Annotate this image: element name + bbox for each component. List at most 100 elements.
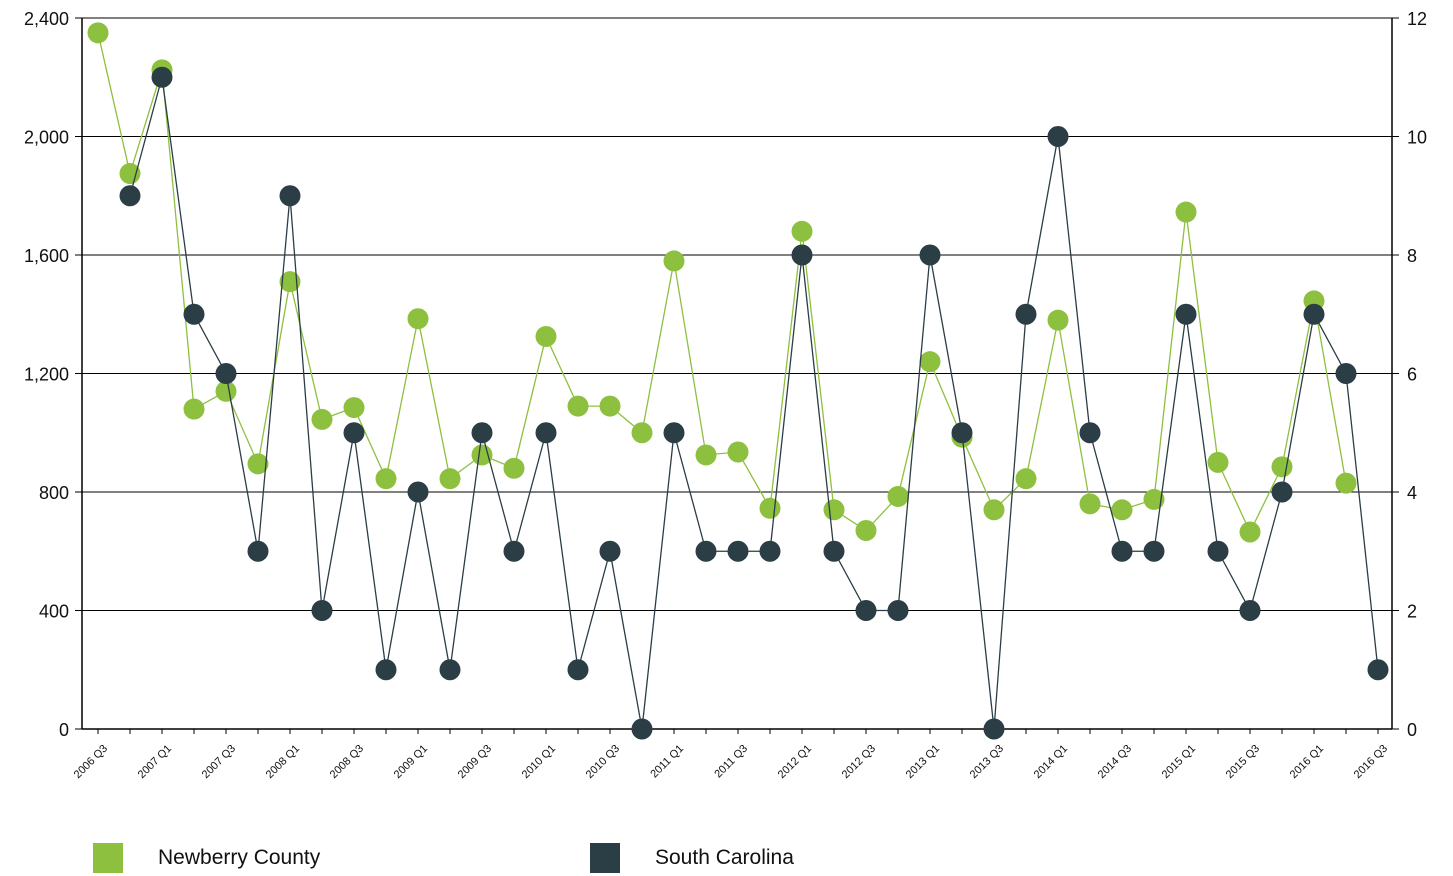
x-tick-label: 2006 Q3 <box>72 743 110 781</box>
data-point-south-carolina <box>503 540 525 562</box>
data-point-newberry-county <box>375 468 397 490</box>
data-point-newberry-county <box>823 499 845 521</box>
data-point-south-carolina <box>855 600 877 621</box>
data-point-south-carolina <box>919 244 941 266</box>
data-point-south-carolina <box>695 540 717 562</box>
x-tick-label: 2013 Q1 <box>904 743 942 781</box>
legend-label-south-carolina: South Carolina <box>655 846 794 869</box>
data-point-newberry-county <box>183 398 205 420</box>
x-tick-label: 2014 Q1 <box>1032 743 1070 781</box>
data-point-south-carolina <box>311 600 333 621</box>
data-point-newberry-county <box>1047 309 1069 331</box>
data-point-newberry-county <box>599 395 621 417</box>
left-y-tick-label: 1,200 <box>24 365 69 385</box>
data-point-newberry-county <box>215 380 237 402</box>
data-point-newberry-county <box>1207 451 1229 473</box>
left-y-tick-label: 1,600 <box>24 246 69 266</box>
data-point-south-carolina <box>1015 303 1037 325</box>
x-tick-label: 2009 Q1 <box>392 743 430 781</box>
data-point-south-carolina <box>1111 540 1133 562</box>
left-y-tick-label: 400 <box>39 602 69 622</box>
data-point-newberry-county <box>727 441 749 463</box>
data-point-south-carolina <box>663 422 685 444</box>
data-point-newberry-county <box>279 271 301 293</box>
data-point-newberry-county <box>567 395 589 417</box>
data-point-south-carolina <box>343 422 365 444</box>
legend-swatch-newberry <box>93 843 123 873</box>
data-point-south-carolina <box>823 540 845 562</box>
data-point-south-carolina <box>951 422 973 444</box>
data-point-newberry-county <box>919 351 941 373</box>
data-point-south-carolina <box>791 244 813 266</box>
data-point-south-carolina <box>1047 126 1069 147</box>
data-point-newberry-county <box>983 499 1005 521</box>
data-point-south-carolina <box>151 66 173 88</box>
x-axis-labels: 2006 Q3 2007 Q1 2007 Q3 2008 Q1 2008 Q3 2009 … <box>72 743 1390 781</box>
left-y-tick-label: 800 <box>39 483 69 503</box>
legend-item-south-carolina: South Carolina <box>590 843 794 873</box>
data-point-south-carolina <box>375 659 397 681</box>
data-point-newberry-county <box>311 408 333 430</box>
x-tick-label: 2011 Q1 <box>648 743 686 781</box>
data-point-newberry-county <box>535 325 557 347</box>
data-point-south-carolina <box>567 659 589 681</box>
data-point-south-carolina <box>471 422 493 444</box>
data-point-newberry-county <box>439 468 461 490</box>
x-tick-label: 2010 Q1 <box>520 743 558 781</box>
x-tick-label: 2015 Q1 <box>1160 743 1198 781</box>
x-tick-label: 2011 Q3 <box>712 743 750 781</box>
data-point-newberry-county <box>87 22 109 44</box>
x-tick-label: 2008 Q1 <box>264 743 302 781</box>
x-tick-label: 2015 Q3 <box>1224 743 1262 781</box>
right-y-axis-labels: 0 2 4 6 8 10 12 <box>1407 9 1427 740</box>
right-y-tick-label: 8 <box>1407 246 1417 266</box>
right-y-tick-label: 6 <box>1407 365 1417 385</box>
x-tick-label: 2008 Q3 <box>328 743 366 781</box>
data-point-newberry-county <box>1335 472 1357 494</box>
data-point-south-carolina <box>599 540 621 562</box>
right-y-tick-label: 10 <box>1407 128 1427 148</box>
data-point-south-carolina <box>1175 303 1197 325</box>
data-point-newberry-county <box>695 444 717 466</box>
data-point-south-carolina <box>1207 540 1229 562</box>
legend-label-newberry: Newberry County <box>158 846 321 869</box>
data-point-newberry-county <box>407 308 429 330</box>
x-tick-label: 2012 Q3 <box>840 743 878 781</box>
left-y-tick-label: 2,000 <box>24 128 69 148</box>
data-point-south-carolina <box>631 718 653 740</box>
x-tick-label: 2010 Q3 <box>584 743 622 781</box>
data-point-newberry-county <box>759 497 781 519</box>
series-line-newberry-county <box>97 32 1347 534</box>
legend-swatch-south-carolina <box>590 843 620 873</box>
data-point-south-carolina <box>1143 540 1165 562</box>
left-y-axis-labels: 0 400 800 1,200 1,600 2,000 2,400 <box>24 9 69 740</box>
x-tick-label: 2012 Q1 <box>776 743 814 781</box>
gridlines <box>82 17 1392 611</box>
data-point-south-carolina <box>279 185 301 207</box>
right-y-tick-label: 2 <box>1407 602 1417 622</box>
data-point-newberry-county <box>631 422 653 444</box>
data-point-south-carolina <box>1271 481 1293 503</box>
data-point-south-carolina <box>183 303 205 325</box>
data-point-newberry-county <box>1175 201 1197 223</box>
legend-item-newberry: Newberry County <box>93 843 320 873</box>
data-point-newberry-county <box>247 453 269 475</box>
x-tick-label: 2007 Q1 <box>136 743 174 781</box>
data-point-newberry-county <box>855 520 877 542</box>
data-point-south-carolina <box>727 540 749 562</box>
data-point-south-carolina <box>887 600 909 621</box>
data-point-newberry-county <box>503 457 525 479</box>
x-tick-label: 2014 Q3 <box>1096 743 1134 781</box>
series-newberry-county <box>87 22 1357 543</box>
data-point-newberry-county <box>1079 493 1101 515</box>
data-point-south-carolina <box>119 185 141 207</box>
x-tick-label: 2009 Q3 <box>456 743 494 781</box>
data-point-south-carolina <box>407 481 429 503</box>
right-y-tick-label: 0 <box>1407 720 1417 740</box>
x-tick-label: 2016 Q3 <box>1352 743 1390 781</box>
data-point-newberry-county <box>1271 456 1293 478</box>
data-point-newberry-county <box>791 220 813 242</box>
data-point-south-carolina <box>215 363 237 384</box>
data-point-south-carolina <box>983 718 1005 740</box>
